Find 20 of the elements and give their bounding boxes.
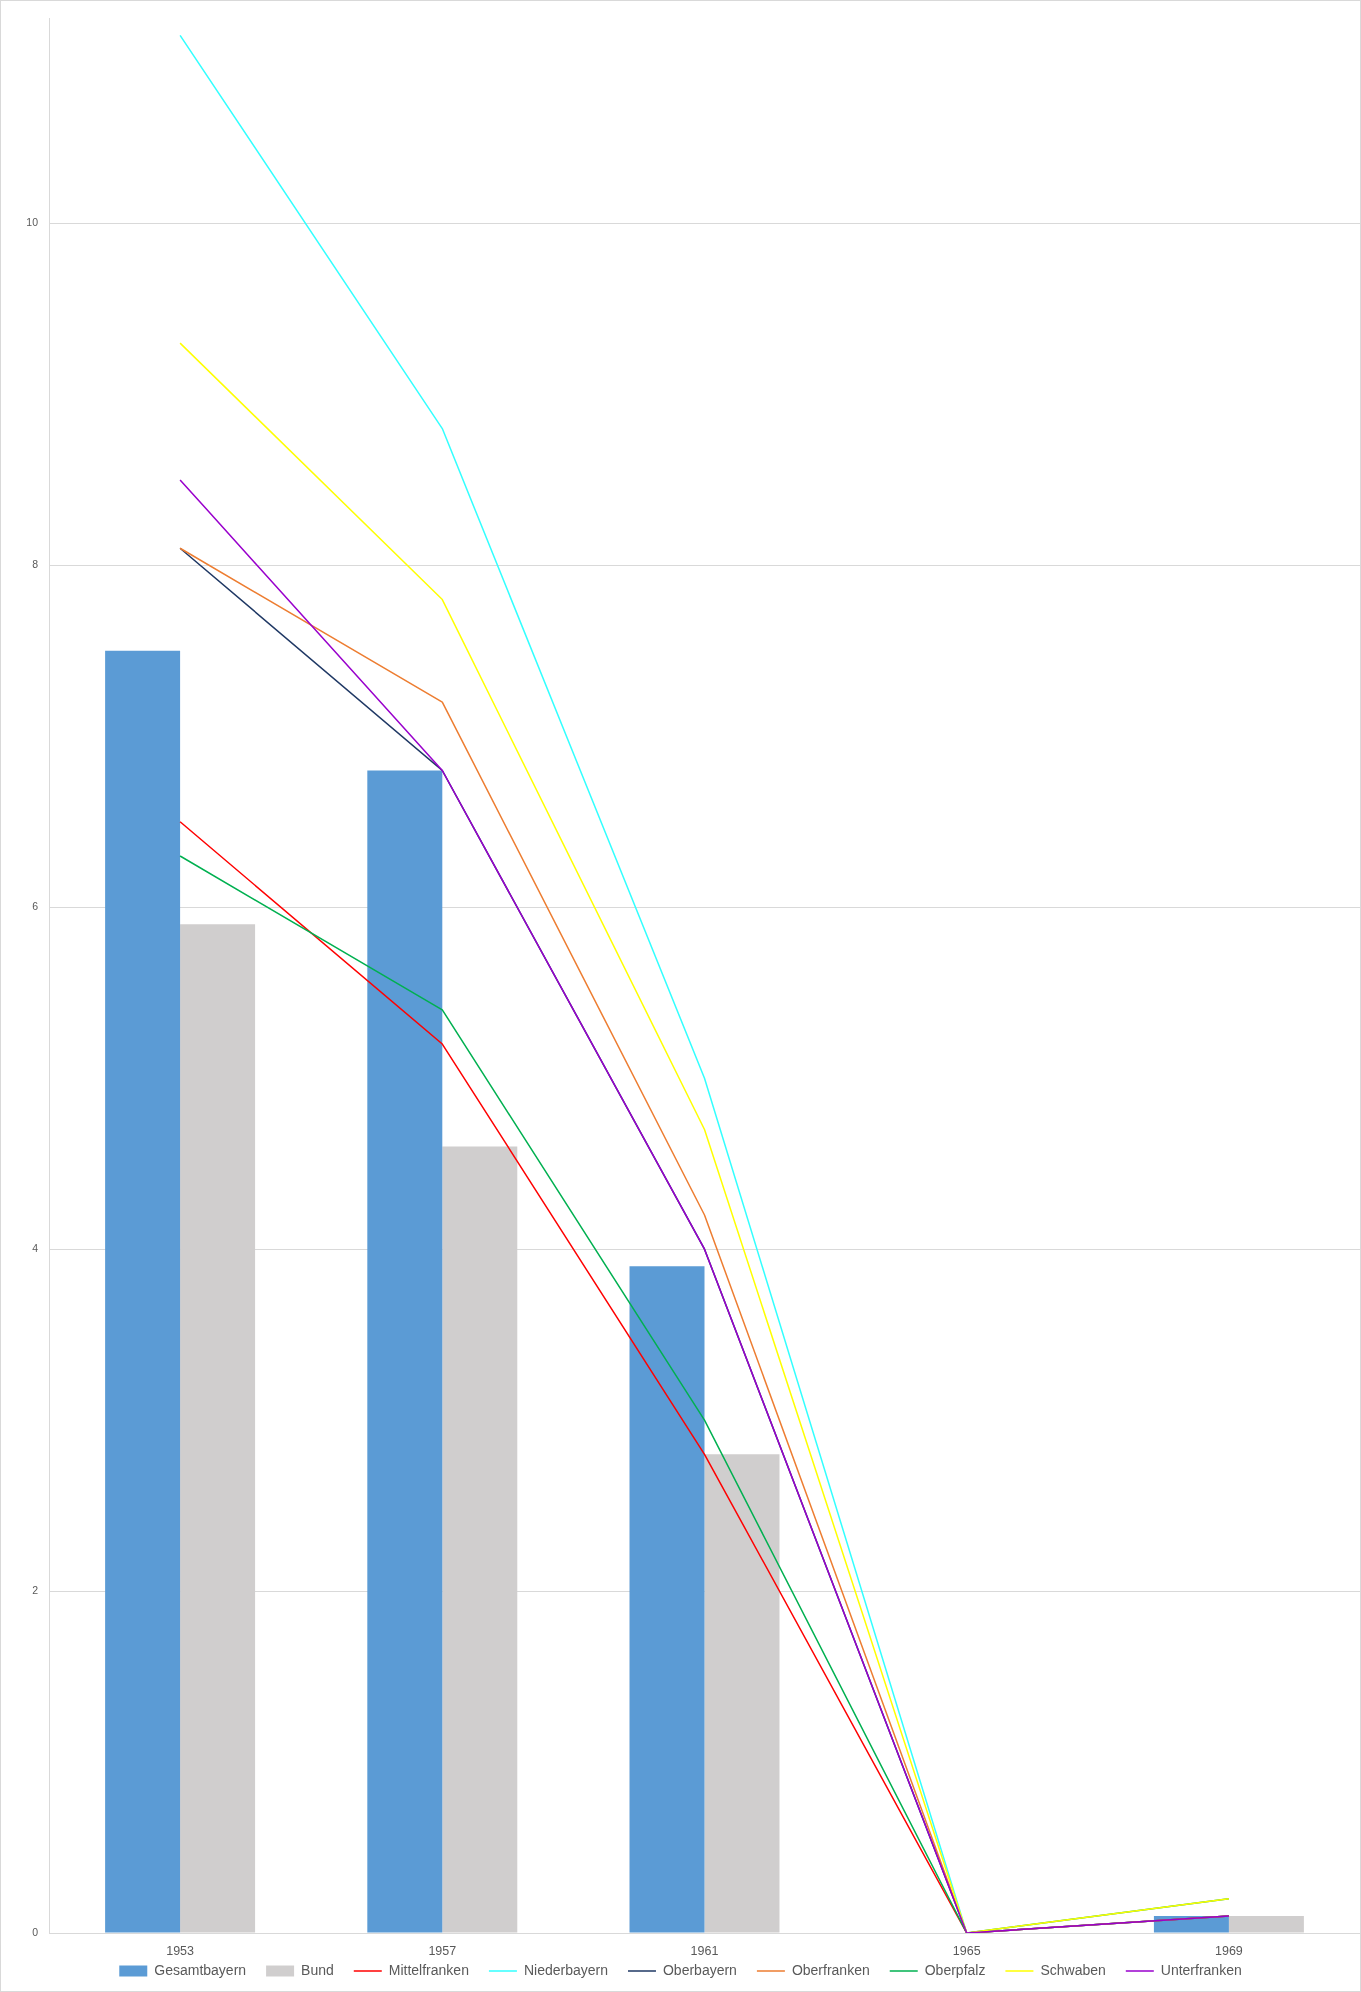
- legend-label: Niederbayern: [523, 1961, 608, 1978]
- legend-label: Gesamtbayern: [154, 1961, 247, 1978]
- y-tick-label: 4: [32, 1242, 39, 1255]
- legend-label: Oberfranken: [791, 1961, 870, 1978]
- legend-label: Unterfranken: [1160, 1961, 1242, 1978]
- y-tick-label: 0: [32, 1925, 39, 1938]
- y-tick-label: 2: [32, 1583, 39, 1596]
- legend-label: Mittelfranken: [388, 1961, 469, 1978]
- legend-label: Schwaben: [1040, 1961, 1106, 1978]
- legend-label: Oberpfalz: [924, 1961, 986, 1978]
- y-tick-label: 10: [26, 216, 39, 229]
- x-tick-label: 1961: [690, 1943, 719, 1958]
- x-tick-label: 1957: [428, 1943, 457, 1958]
- legend-label: Bund: [301, 1961, 334, 1978]
- legend-label: Oberbayern: [662, 1961, 737, 1978]
- x-tick-label: 1953: [166, 1943, 195, 1958]
- x-tick-label: 1969: [1214, 1943, 1243, 1958]
- y-tick-label: 8: [32, 558, 39, 571]
- y-tick-label: 6: [32, 900, 39, 913]
- x-tick-label: 1965: [952, 1943, 981, 1958]
